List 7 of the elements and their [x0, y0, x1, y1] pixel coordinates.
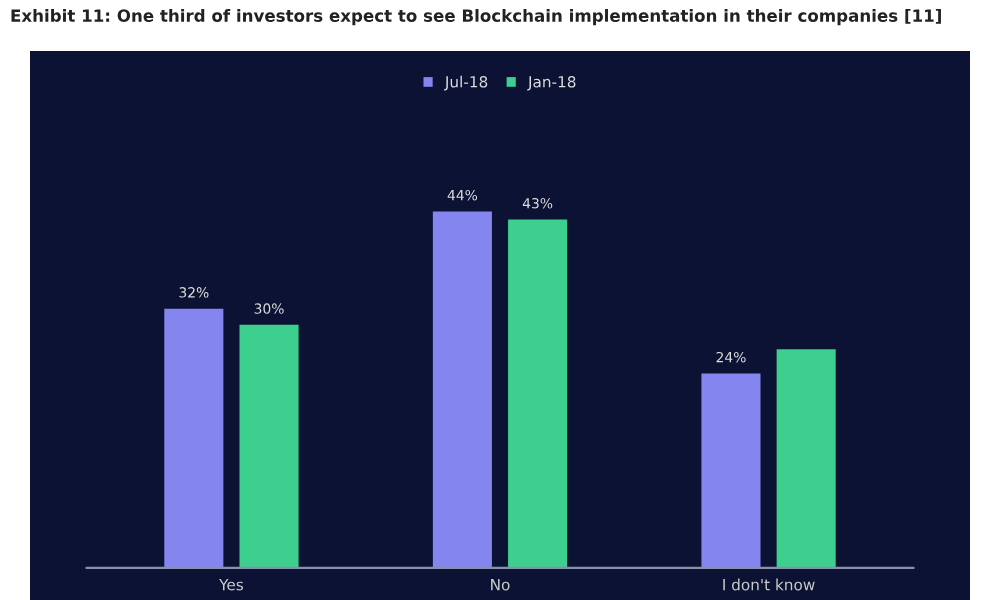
bar — [164, 308, 224, 568]
bar — [701, 373, 761, 568]
chart-title: Exhibit 11: One third of investors expect to see Blockchain implementation in their companies [11] — [11, 9, 941, 26]
bar — [508, 219, 568, 568]
bar — [239, 324, 299, 568]
bar — [776, 349, 836, 568]
bar — [432, 211, 492, 568]
